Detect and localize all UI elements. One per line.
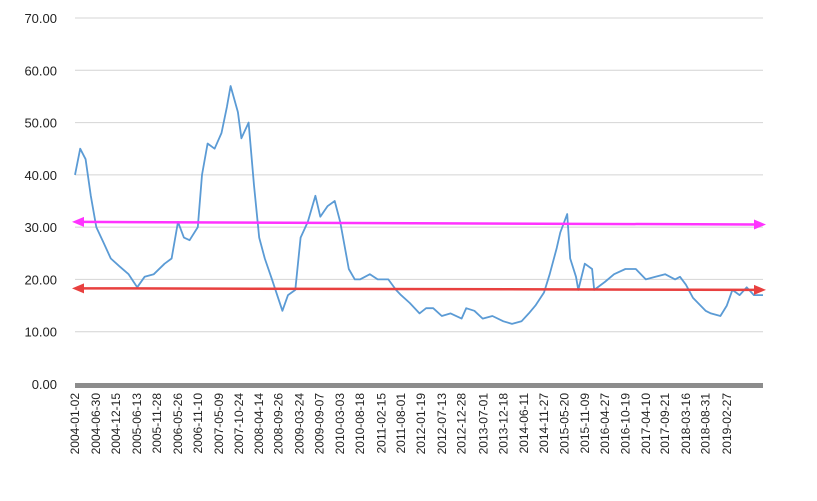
x-tick-label: 2019-02-27 <box>720 393 734 455</box>
x-tick-label: 2010-03-03 <box>333 393 347 455</box>
x-tick-label: 2008-09-26 <box>272 393 286 455</box>
x-tick-label: 2007-05-09 <box>212 393 226 455</box>
y-axis-tick-labels: 0.00 10.00 20.00 30.00 40.00 50.00 60.00 70.00 <box>24 11 57 392</box>
reference-lines <box>72 216 766 295</box>
x-tick-label: 2008-04-14 <box>252 393 266 455</box>
y-tick-label: 60.00 <box>24 63 57 78</box>
x-tick-label: 2018-08-31 <box>699 393 713 455</box>
x-tick-label: 2018-03-16 <box>679 393 693 455</box>
x-tick-label: 2011-08-01 <box>394 393 408 454</box>
x-tick-label: 2012-07-13 <box>435 393 449 455</box>
x-axis-tick-labels: 2004-01-02 2004-06-30 2004-12-15 2005-06-13… <box>68 393 734 455</box>
y-tick-label: 0.00 <box>32 377 57 392</box>
x-axis <box>75 383 763 388</box>
reference-line-arrow-right <box>754 284 766 295</box>
x-tick-label: 2017-09-21 <box>658 393 672 455</box>
x-tick-label: 2010-08-18 <box>353 393 367 455</box>
x-tick-label: 2006-05-26 <box>171 393 185 455</box>
reference-line-arrow-left <box>72 216 84 227</box>
gridlines <box>75 17 763 333</box>
x-tick-label: 2009-09-07 <box>312 393 326 455</box>
x-tick-label: 2014-11-27 <box>537 393 551 454</box>
series-line <box>74 85 763 325</box>
x-axis-line <box>75 383 763 388</box>
x-tick-label: 2014-06-11 <box>517 393 531 454</box>
reference-line-arrow-left <box>72 283 84 294</box>
x-tick-label: 2015-11-09 <box>578 393 592 454</box>
x-tick-label: 2009-03-24 <box>293 393 307 455</box>
x-tick-label: 2004-01-02 <box>68 393 82 455</box>
y-tick-label: 40.00 <box>24 168 57 183</box>
x-tick-label: 2013-12-18 <box>496 393 510 455</box>
x-tick-label: 2004-12-15 <box>109 393 123 455</box>
x-tick-label: 2006-11-10 <box>191 393 205 454</box>
x-tick-label: 2005-11-28 <box>150 393 164 454</box>
y-tick-label: 50.00 <box>24 116 57 131</box>
series-layer <box>74 85 763 325</box>
y-tick-label: 20.00 <box>24 272 57 287</box>
x-tick-label: 2017-04-10 <box>639 393 653 455</box>
x-tick-label: 2007-10-24 <box>232 393 246 455</box>
x-tick-label: 2016-10-19 <box>618 393 632 455</box>
x-tick-label: 2013-07-01 <box>476 393 490 455</box>
y-tick-label: 70.00 <box>24 11 57 26</box>
y-tick-label: 30.00 <box>24 220 57 235</box>
y-tick-label: 10.00 <box>24 325 57 340</box>
reference-line <box>82 220 756 226</box>
x-tick-label: 2005-06-13 <box>130 393 144 455</box>
reference-line <box>82 287 756 292</box>
x-tick-label: 2004-06-30 <box>89 393 103 455</box>
reference-line-arrow-right <box>754 219 766 230</box>
x-tick-label: 2012-12-28 <box>455 393 469 455</box>
x-tick-label: 2012-01-19 <box>414 393 428 455</box>
x-tick-label: 2016-04-27 <box>598 393 612 455</box>
x-tick-label: 2011-02-15 <box>374 393 388 454</box>
x-tick-label: 2015-05-20 <box>557 393 571 455</box>
